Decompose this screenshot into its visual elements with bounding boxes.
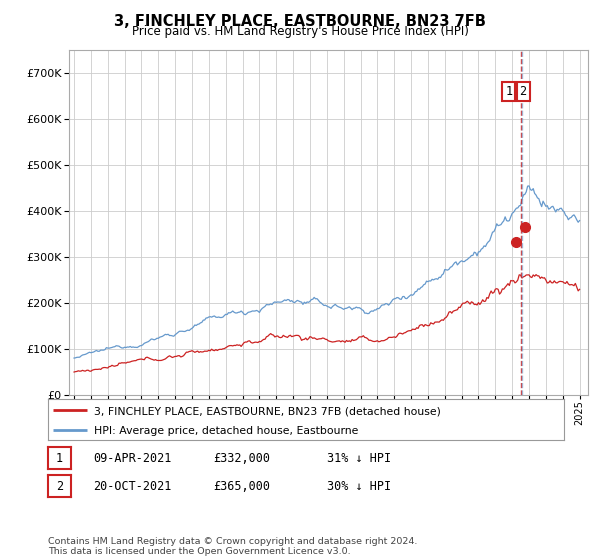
Text: £365,000: £365,000 — [213, 479, 270, 493]
Text: Contains HM Land Registry data © Crown copyright and database right 2024.
This d: Contains HM Land Registry data © Crown c… — [48, 536, 418, 556]
Text: 3, FINCHLEY PLACE, EASTBOURNE, BN23 7FB (detached house): 3, FINCHLEY PLACE, EASTBOURNE, BN23 7FB … — [94, 407, 442, 417]
Text: 1: 1 — [505, 85, 512, 98]
Text: 20-OCT-2021: 20-OCT-2021 — [93, 479, 172, 493]
Text: 1: 1 — [56, 451, 63, 465]
Text: 2: 2 — [56, 479, 63, 493]
Text: 2: 2 — [520, 85, 527, 98]
Text: 09-APR-2021: 09-APR-2021 — [93, 451, 172, 465]
Text: Price paid vs. HM Land Registry's House Price Index (HPI): Price paid vs. HM Land Registry's House … — [131, 25, 469, 38]
Text: 3, FINCHLEY PLACE, EASTBOURNE, BN23 7FB: 3, FINCHLEY PLACE, EASTBOURNE, BN23 7FB — [114, 14, 486, 29]
Text: £332,000: £332,000 — [213, 451, 270, 465]
Text: 31% ↓ HPI: 31% ↓ HPI — [327, 451, 391, 465]
Text: HPI: Average price, detached house, Eastbourne: HPI: Average price, detached house, East… — [94, 426, 359, 436]
Text: 30% ↓ HPI: 30% ↓ HPI — [327, 479, 391, 493]
